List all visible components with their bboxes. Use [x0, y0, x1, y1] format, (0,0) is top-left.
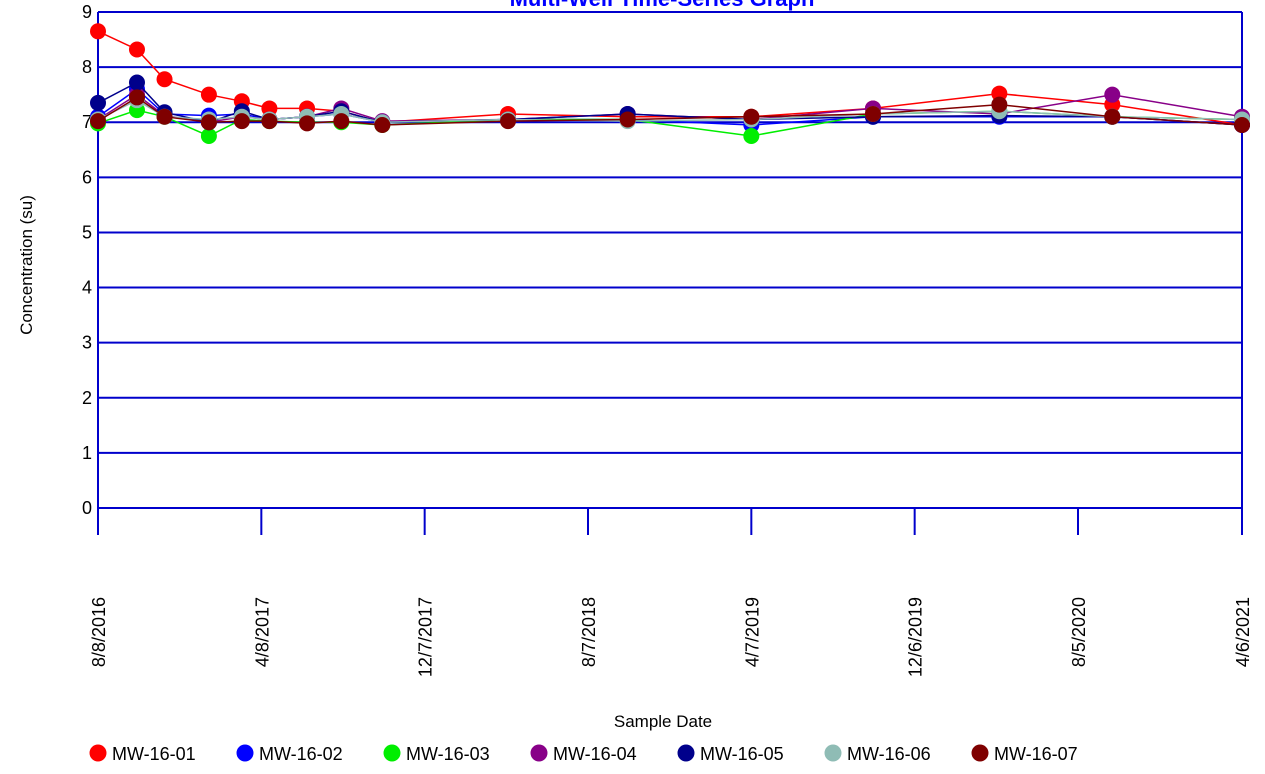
x-tick-label: 12/6/2019	[906, 597, 926, 677]
data-point	[90, 94, 106, 111]
series-line	[97, 96, 1243, 126]
data-point	[128, 41, 145, 58]
data-point	[864, 105, 881, 122]
y-tick-label: 9	[82, 2, 92, 22]
data-point	[156, 108, 173, 125]
legend-marker	[89, 744, 107, 762]
data-point	[156, 71, 173, 88]
data-point	[991, 96, 1008, 113]
legend-marker	[383, 744, 401, 762]
x-axis-label: Sample Date	[614, 712, 712, 731]
data-point	[1104, 108, 1121, 125]
data-point	[128, 89, 145, 106]
x-tick-labels: 8/8/2016 4/8/2017 12/7/2017 8/7/2018 4/7/201…	[89, 597, 1253, 677]
x-tick-label: 8/5/2020	[1069, 597, 1089, 667]
axes	[97, 12, 1243, 535]
data-point	[233, 113, 250, 130]
data-point	[200, 86, 217, 103]
grid	[98, 11, 1242, 509]
legend-label: MW-16-04	[553, 744, 637, 764]
legend-label: MW-16-03	[406, 744, 490, 764]
series-line	[97, 81, 1243, 126]
data-point	[619, 111, 636, 128]
data-point	[1104, 86, 1121, 103]
data-point	[500, 113, 517, 130]
y-tick-label: 7	[82, 112, 92, 132]
x-tick-label: 12/7/2017	[416, 597, 436, 677]
data-point	[90, 23, 106, 40]
x-tick-label: 8/7/2018	[579, 597, 599, 667]
legend-label: MW-16-07	[994, 744, 1078, 764]
x-tick-label: 8/8/2016	[89, 597, 109, 667]
y-tick-label: 8	[82, 57, 92, 77]
data-point	[743, 108, 760, 125]
legend-marker	[677, 744, 695, 762]
data-point	[90, 113, 106, 130]
chart-title: Multi-Well Time-Series Graph	[510, 0, 815, 11]
data-point	[1234, 116, 1250, 133]
legend-label: MW-16-01	[112, 744, 196, 764]
legend-label: MW-16-06	[847, 744, 931, 764]
legend-label: MW-16-05	[700, 744, 784, 764]
y-tick-label: 1	[82, 443, 92, 463]
legend-marker	[530, 744, 548, 762]
legend-label: MW-16-02	[259, 744, 343, 764]
legend-marker	[824, 744, 842, 762]
y-tick-label: 5	[82, 222, 92, 242]
data-point	[128, 74, 145, 91]
x-tick-label: 4/8/2017	[252, 597, 272, 667]
y-tick-label: 3	[82, 333, 92, 353]
y-tick-label: 6	[82, 167, 92, 187]
data-point	[333, 113, 350, 130]
y-tick-label: 2	[82, 388, 92, 408]
data-point	[200, 114, 217, 131]
y-tick-label: 4	[82, 278, 92, 298]
y-tick-labels: 0 1 2 3 4 5 6 7 8 9	[82, 2, 92, 518]
data-point	[200, 128, 217, 144]
legend-marker	[971, 744, 989, 762]
x-tick-label: 4/6/2021	[1233, 597, 1253, 667]
series	[90, 23, 1250, 144]
y-tick-label: 0	[82, 498, 92, 518]
data-point	[261, 113, 278, 130]
data-point	[991, 85, 1008, 102]
legend: MW-16-01 MW-16-02 MW-16-03 MW-16-04 MW-16-05…	[89, 744, 1078, 764]
data-point	[743, 128, 760, 144]
series-line	[97, 99, 1243, 123]
y-axis-label: Concentration (su)	[17, 195, 36, 335]
legend-marker	[236, 744, 254, 762]
data-point	[261, 100, 278, 117]
x-tick-label: 4/7/2019	[742, 597, 762, 667]
data-point	[374, 116, 391, 133]
data-point	[299, 115, 316, 132]
